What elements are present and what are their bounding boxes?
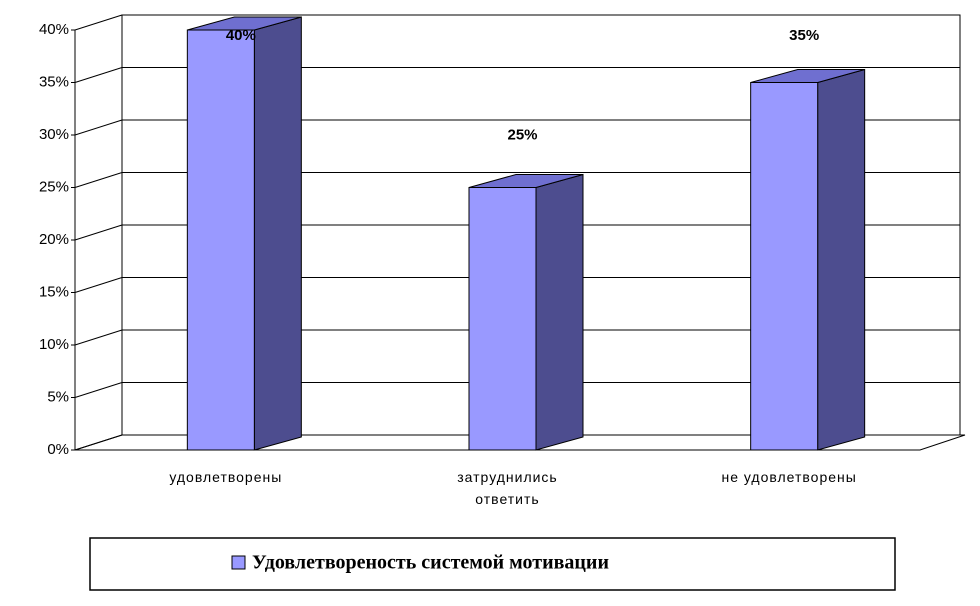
- value-label: 40%: [226, 27, 256, 44]
- grid-line: [74, 382, 123, 398]
- y-tick-label: 40%: [39, 21, 69, 38]
- bar: [186, 29, 255, 451]
- grid-line: [74, 329, 123, 346]
- x-tick-label: удовлетворены: [169, 469, 283, 485]
- bar: [468, 187, 537, 451]
- y-tick-label: 25%: [39, 178, 69, 195]
- grid-line: [74, 14, 123, 31]
- grid-line: [74, 67, 123, 83]
- y-tick-label: 35%: [39, 73, 69, 90]
- y-tick-label: 15%: [39, 283, 69, 300]
- x-tick-label: затруднились ответить: [457, 469, 558, 507]
- y-tick-label: 10%: [39, 336, 69, 353]
- bar-side: [253, 16, 302, 451]
- y-tick-label: 5%: [47, 388, 69, 405]
- y-tick-label: 0%: [47, 441, 69, 458]
- bar: [750, 82, 819, 451]
- value-label: 35%: [789, 27, 819, 44]
- x-tick-label: не удовлетворены: [721, 469, 857, 485]
- bar-side: [535, 173, 584, 451]
- bar-side: [817, 68, 866, 451]
- legend-box: [89, 537, 896, 591]
- legend-label: Удовлетвореность системой мотивации: [252, 552, 609, 574]
- grid-line: [74, 224, 123, 241]
- grid-line: [74, 434, 123, 451]
- legend-swatch: [231, 555, 246, 570]
- grid-line: [74, 277, 123, 293]
- y-tick-label: 20%: [39, 231, 69, 248]
- value-label: 25%: [507, 126, 537, 143]
- grid-line: [74, 172, 123, 188]
- grid-line: [74, 119, 123, 136]
- y-tick-label: 30%: [39, 126, 69, 143]
